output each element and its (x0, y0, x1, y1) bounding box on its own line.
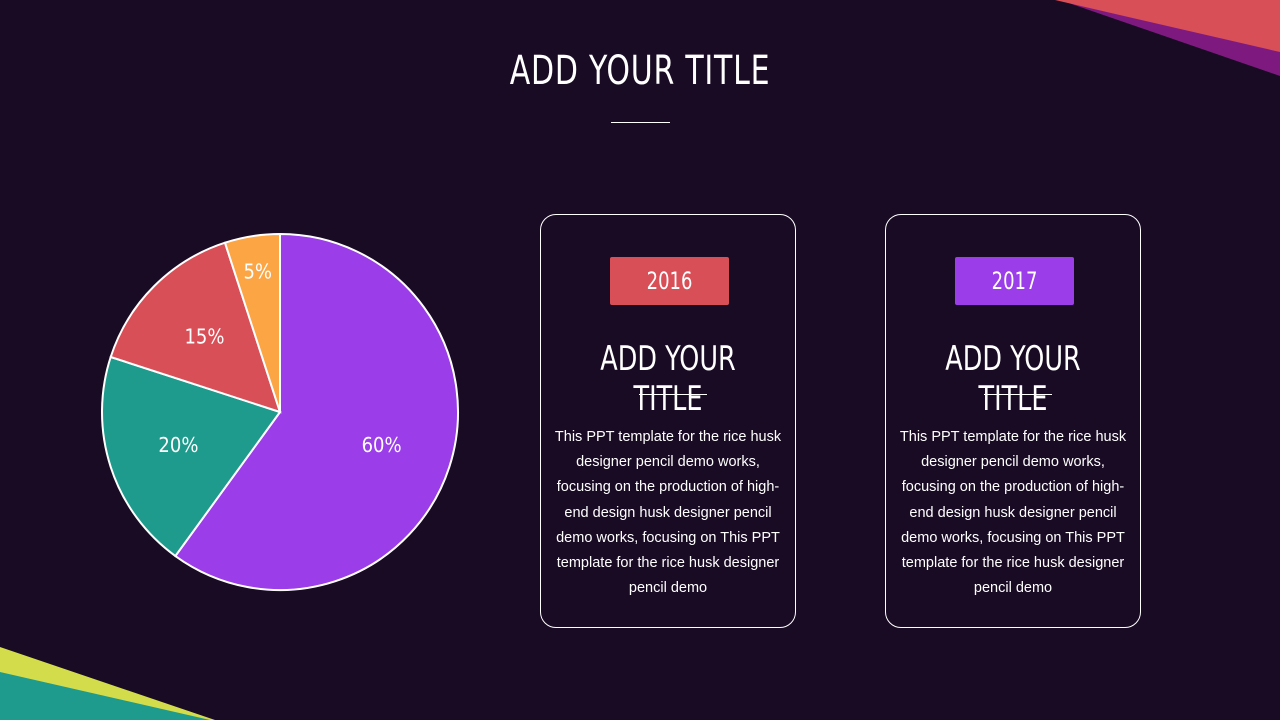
card-2016: 2016 ADD YOUR TITLE This PPT template fo… (540, 214, 796, 628)
card-title-text: ADD YOUR TITLE (945, 339, 1081, 419)
year-badge: 2017 (955, 257, 1074, 305)
card-text: This PPT template for the rice husk desi… (899, 429, 1127, 597)
card-title: ADD YOUR TITLE (886, 339, 1140, 419)
corner-shape-red (1055, 0, 1280, 52)
pie-label: 20% (158, 433, 198, 457)
title-underline (611, 122, 670, 123)
card-divider (984, 394, 1052, 395)
page-title: ADD YOUR TITLE (509, 48, 771, 94)
corner-shape-teal (0, 672, 210, 720)
pie-slice (101, 355, 282, 558)
card-divider (639, 394, 707, 395)
year-label: 2016 (646, 267, 693, 295)
card-title-text: ADD YOUR TITLE (600, 339, 736, 419)
pie-slice (173, 232, 459, 591)
year-badge: 2016 (610, 257, 729, 305)
pie-slice (223, 232, 281, 413)
year-label: 2017 (991, 267, 1038, 295)
pie-label: 60% (362, 433, 402, 457)
pie-label: 5% (243, 259, 272, 283)
pie-chart: 60% 20% 15% 5% (101, 232, 459, 591)
pie-slice (109, 241, 282, 414)
card-title: ADD YOUR TITLE (541, 339, 795, 419)
pie-label: 15% (184, 324, 224, 348)
card-text: This PPT template for the rice husk desi… (554, 429, 782, 597)
card-2017: 2017 ADD YOUR TITLE This PPT template fo… (885, 214, 1141, 628)
